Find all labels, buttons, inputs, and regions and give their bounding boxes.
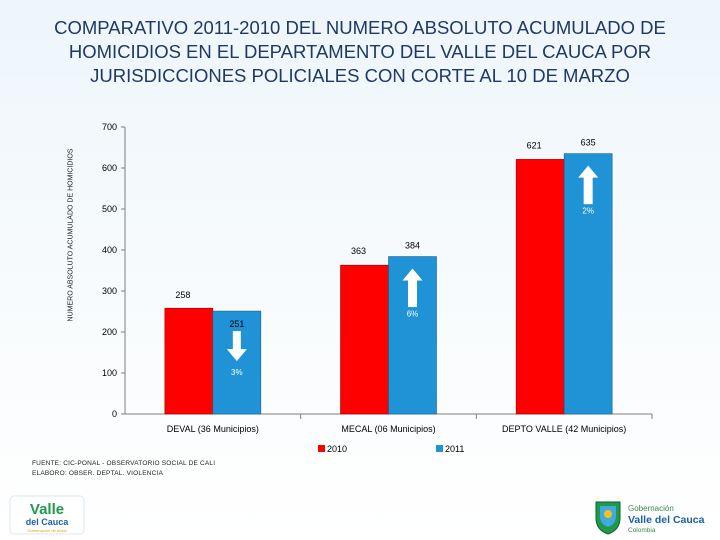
arrow-shaft xyxy=(408,278,417,308)
legend-swatch-2011 xyxy=(436,445,443,452)
x-tick-label: MECAL (06 Municipios) xyxy=(341,424,435,434)
arrow-shaft xyxy=(232,331,241,352)
legend-label: 2010 xyxy=(327,444,347,454)
title-line-3: JURISDICCIONES POLICIALES CON CORTE AL 1… xyxy=(90,65,630,86)
logo-left-word-2: del Cauca xyxy=(26,517,70,527)
data-label: 384 xyxy=(405,241,420,251)
title-line-2: HOMICIDIOS EN EL DEPARTAMENTO DEL VALLE … xyxy=(68,41,652,62)
arrow-up-icon xyxy=(578,165,599,178)
arrow-up-icon xyxy=(402,268,423,281)
data-label: 363 xyxy=(351,246,366,256)
bar-2010 xyxy=(340,264,389,415)
arrow-shaft xyxy=(583,175,593,205)
y-tick-label: 700 xyxy=(102,122,117,132)
bar-2010 xyxy=(515,159,565,415)
data-label: 251 xyxy=(229,319,244,329)
y-tick-label: 100 xyxy=(102,368,117,378)
logo-right-word-1: Gobernación xyxy=(628,504,674,513)
gobernacion-logo: Gobernación Valle del Cauca Colombia xyxy=(595,501,705,535)
author-note: ELABORO: OBSER. DEPTAL. VIOLENCIA xyxy=(32,470,164,477)
y-tick-label: 300 xyxy=(102,286,117,296)
y-tick-label: 0 xyxy=(112,409,117,419)
logo-left-word-1: Valle xyxy=(30,501,64,518)
change-label: 6% xyxy=(407,310,419,319)
title-line-1: COMPARATIVO 2011-2010 DEL NUMERO ABSOLUT… xyxy=(54,17,666,38)
logo-right-word-2: Valle del Cauca xyxy=(628,514,705,526)
legend-swatch-2010 xyxy=(318,445,325,452)
y-tick-label: 500 xyxy=(102,204,117,214)
change-label: 3% xyxy=(231,368,243,377)
change-label: 2% xyxy=(582,207,594,216)
y-tick-label: 200 xyxy=(102,327,117,337)
logo-right-word-3: Colombia xyxy=(628,527,656,534)
bar-2010 xyxy=(164,307,214,415)
bar-2011 xyxy=(212,310,262,415)
arrow-down-icon xyxy=(226,349,247,362)
data-label: 621 xyxy=(527,140,542,150)
slide-title: COMPARATIVO 2011-2010 DEL NUMERO ABSOLUT… xyxy=(20,16,700,88)
data-label: 635 xyxy=(581,138,596,148)
x-tick-label: DEPTO VALLE (42 Municipios) xyxy=(502,424,626,434)
legend-label: 2011 xyxy=(445,444,464,454)
y-tick-label: 400 xyxy=(102,245,117,255)
y-tick-label: 600 xyxy=(102,163,117,173)
valle-del-cauca-logo: Valle del Cauca Gobernación de todos xyxy=(9,495,85,535)
x-tick-label: DEVAL (36 Municipios) xyxy=(167,424,259,434)
data-label: 258 xyxy=(175,290,190,300)
source-note: FUENTE: CIC-PONAL - OBSERVATORIO SOCIAL … xyxy=(32,460,216,467)
logo-left-word-3: Gobernación de todos xyxy=(27,528,66,533)
